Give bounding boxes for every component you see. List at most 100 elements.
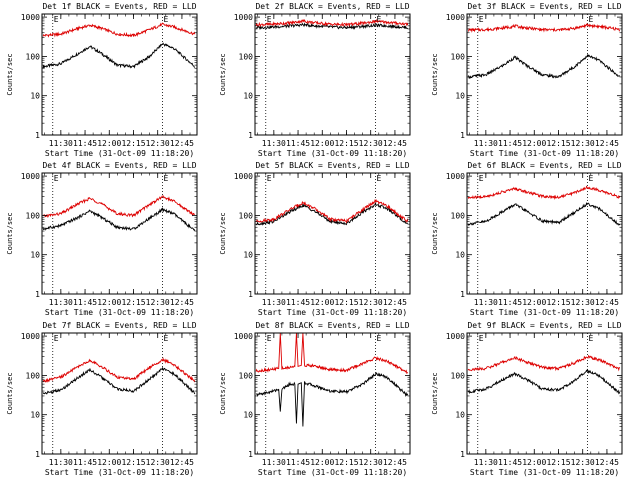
x-tick-label: 12:15 (334, 458, 358, 467)
marker-label: E (54, 15, 59, 24)
marker-label: E (479, 174, 484, 183)
y-tick-label: 1000 (234, 332, 253, 341)
y-tick-label: 10 (455, 92, 465, 101)
marker-label: E (589, 15, 594, 24)
plot-frame (254, 172, 411, 295)
x-tick-label: 12:15 (121, 458, 145, 467)
series-line-events (255, 22, 408, 31)
series-line-lld (255, 332, 409, 374)
x-tick-label: 11:30 (474, 298, 498, 307)
x-tick-label: 12:00 (522, 458, 546, 467)
x-axis-label: Start Time (31-Oct-09 11:18:20) (470, 149, 619, 158)
series-line-lld (467, 185, 621, 200)
panel-title: Det 8f BLACK = Events, RED = LLD (255, 321, 409, 330)
panel-title: Det 9f BLACK = Events, RED = LLD (467, 321, 621, 330)
series-line-events (42, 367, 196, 395)
y-tick-label: 10 (243, 92, 253, 101)
x-tick-label: 11:45 (286, 298, 310, 307)
panel-title: Det 5f BLACK = Events, RED = LLD (255, 161, 409, 170)
series-line-events (467, 368, 621, 395)
marker-label: E (479, 15, 484, 24)
y-tick-label: 1000 (446, 13, 465, 22)
x-tick-label: 12:15 (546, 139, 570, 148)
x-tick-label: 11:30 (49, 298, 73, 307)
x-tick-label: 11:45 (73, 139, 97, 148)
detector-panel: Det 2f BLACK = Events, RED = LLD E E 1 10 100… (219, 2, 411, 158)
y-axis-label: Counts/sec (6, 212, 14, 254)
x-axis-label: Start Time (31-Oct-09 11:18:20) (45, 468, 194, 477)
y-axis-label: Counts/sec (219, 212, 227, 254)
marker-label: E (267, 334, 272, 343)
x-tick-label: 11:30 (262, 139, 286, 148)
x-tick-label: 11:45 (286, 139, 310, 148)
x-tick-label: 11:45 (498, 298, 522, 307)
y-tick-label: 1 (248, 131, 253, 140)
series-line-events (42, 207, 196, 232)
marker-label: E (267, 174, 272, 183)
y-axis-label: Counts/sec (6, 372, 14, 414)
plot-frame (466, 13, 623, 136)
y-tick-label: 10 (243, 411, 253, 420)
x-tick-label: 12:30 (571, 139, 595, 148)
series-line-lld (468, 23, 621, 33)
detector-panel: Det 5f BLACK = Events, RED = LLD E E 1 10 100… (219, 161, 411, 317)
x-tick-label: 12:30 (146, 298, 170, 307)
x-tick-label: 11:30 (262, 458, 286, 467)
plot-frame (466, 332, 623, 455)
y-tick-label: 10 (455, 411, 465, 420)
panel-title: Det 4f BLACK = Events, RED = LLD (42, 161, 196, 170)
y-tick-label: 1000 (234, 172, 253, 181)
y-tick-label: 1 (248, 450, 253, 459)
series-line-events (467, 202, 621, 226)
x-tick-label: 12:45 (383, 458, 407, 467)
x-tick-label: 12:45 (170, 298, 194, 307)
panel-title: Det 1f BLACK = Events, RED = LLD (42, 2, 196, 11)
x-tick-label: 12:00 (97, 139, 121, 148)
marker-label: E (589, 174, 594, 183)
y-tick-label: 10 (30, 411, 40, 420)
x-tick-label: 12:30 (571, 458, 595, 467)
y-tick-label: 1 (460, 450, 465, 459)
x-tick-label: 12:15 (334, 139, 358, 148)
panel-title: Det 6f BLACK = Events, RED = LLD (467, 161, 621, 170)
marker-label: E (267, 15, 272, 24)
series-line-events (467, 54, 621, 79)
x-tick-label: 11:30 (262, 298, 286, 307)
y-tick-label: 1000 (21, 13, 40, 22)
x-tick-label: 12:15 (546, 298, 570, 307)
plot-frame (254, 13, 411, 136)
x-tick-label: 12:00 (97, 458, 121, 467)
plot-frame (254, 332, 411, 455)
plot-frame (41, 172, 198, 295)
series-line-lld (42, 22, 196, 38)
x-tick-label: 12:30 (571, 298, 595, 307)
x-tick-label: 12:30 (359, 298, 383, 307)
series-line-lld (42, 357, 196, 383)
y-tick-label: 10 (30, 251, 40, 260)
x-tick-label: 12:15 (121, 139, 145, 148)
x-tick-label: 12:00 (522, 298, 546, 307)
x-tick-label: 11:45 (286, 458, 310, 467)
detector-panel: Det 3f BLACK = Events, RED = LLD E E 1 10 100… (431, 2, 623, 158)
x-tick-label: 12:45 (170, 139, 194, 148)
x-tick-label: 11:45 (73, 298, 97, 307)
series-line-lld (255, 198, 409, 224)
y-tick-label: 1 (35, 131, 40, 140)
y-tick-label: 1 (248, 290, 253, 299)
plot-frame (41, 332, 198, 455)
plot-frame (41, 13, 198, 136)
x-tick-label: 12:30 (359, 139, 383, 148)
series-line-events (255, 201, 409, 226)
marker-label: E (54, 174, 59, 183)
y-axis-label: Counts/sec (219, 53, 227, 95)
series-line-lld (255, 18, 409, 28)
x-tick-label: 12:00 (310, 139, 334, 148)
y-tick-label: 100 (451, 371, 466, 380)
x-tick-label: 12:15 (334, 298, 358, 307)
y-axis-label: Counts/sec (431, 53, 439, 95)
x-axis-label: Start Time (31-Oct-09 11:18:20) (470, 468, 619, 477)
detector-panel: Det 8f BLACK = Events, RED = LLD E E 1 10 100… (219, 321, 411, 477)
detector-panel: Det 9f BLACK = Events, RED = LLD E E 1 10 100… (431, 321, 623, 477)
marker-label: E (54, 334, 59, 343)
x-tick-label: 11:30 (49, 139, 73, 148)
